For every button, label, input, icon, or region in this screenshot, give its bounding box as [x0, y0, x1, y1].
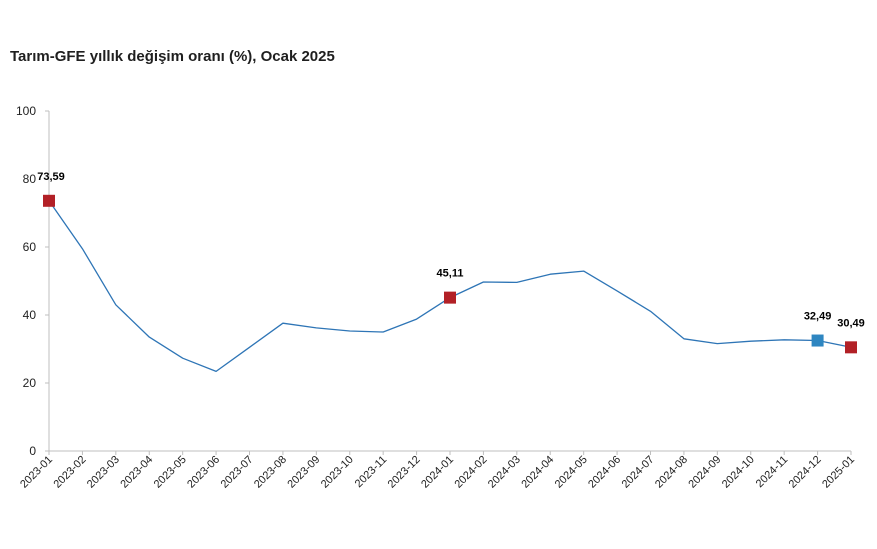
x-tick-label: 2023-09 [285, 454, 322, 491]
data-label: 45,11 [437, 268, 464, 280]
series-line [48, 200, 852, 373]
highlight-marker [845, 341, 857, 354]
x-tick-label: 2024-03 [486, 454, 523, 491]
data-point [515, 280, 519, 284]
data-point [682, 337, 686, 341]
x-tick-label: 2024-08 [653, 454, 690, 491]
x-tick-label: 2024-06 [586, 454, 623, 491]
data-point [415, 317, 419, 321]
x-tick-label: 2023-06 [185, 454, 222, 491]
x-tick-label: 2024-12 [787, 454, 824, 491]
data-point [782, 338, 786, 342]
x-tick-label: 2024-02 [453, 454, 490, 491]
data-label-layer: 73,59 45,11 32,49 30,49 [37, 171, 865, 330]
data-point [248, 345, 252, 349]
data-point [314, 326, 318, 330]
axes [48, 111, 851, 452]
y-tick-label: 20 [23, 376, 37, 390]
x-tick-label: 2024-01 [419, 454, 456, 491]
marker-layer [43, 194, 857, 354]
x-tick-label: 2023-10 [319, 454, 356, 491]
highlight-marker [444, 291, 456, 304]
data-point [548, 272, 552, 276]
chart-title: Tarım-GFE yıllık değişim oranı (%), Ocak… [10, 48, 335, 65]
highlight-marker [43, 194, 55, 207]
data-point [147, 335, 151, 339]
x-tick-label: 2023-03 [85, 454, 122, 491]
data-point [615, 289, 619, 293]
data-point [80, 247, 84, 251]
y-axis-ticks: 0 20 40 60 80 100 [16, 104, 49, 458]
y-tick-label: 60 [23, 240, 37, 254]
series-layer [48, 200, 852, 373]
data-label: 73,59 [37, 171, 65, 183]
x-tick-label: 2023-01 [18, 454, 55, 491]
data-point [214, 369, 218, 373]
x-tick-label: 2023-07 [219, 454, 256, 491]
data-point [649, 309, 653, 313]
data-point [381, 330, 385, 334]
y-tick-label: 80 [23, 172, 37, 186]
x-tick-label: 2024-11 [754, 454, 790, 490]
data-point [749, 339, 753, 343]
y-tick-label: 0 [29, 444, 36, 458]
x-tick-label: 2023-04 [118, 454, 155, 491]
x-tick-label: 2024-10 [720, 454, 757, 491]
x-tick-label: 2023-11 [353, 454, 389, 490]
data-point [348, 329, 352, 333]
x-tick-label: 2025-01 [820, 454, 857, 491]
data-point [715, 342, 719, 346]
x-tick-label: 2024-05 [553, 454, 590, 491]
x-tick-label: 2023-02 [52, 454, 89, 491]
x-axis-ticks: 2023-012023-022023-032023-042023-052023-… [18, 451, 857, 491]
x-tick-label: 2024-09 [686, 454, 723, 491]
data-label: 32,49 [804, 311, 832, 323]
data-point [481, 280, 485, 284]
x-tick-label: 2023-12 [386, 454, 423, 491]
y-tick-label: 40 [23, 308, 37, 322]
data-point [582, 269, 586, 273]
data-label: 30,49 [837, 317, 865, 329]
data-point [114, 303, 118, 307]
y-tick-label: 100 [16, 104, 36, 118]
data-point [281, 321, 285, 325]
x-tick-label: 2024-04 [519, 454, 556, 491]
x-tick-label: 2023-08 [252, 454, 289, 491]
x-tick-label: 2023-05 [152, 454, 189, 491]
data-point [181, 356, 185, 360]
x-tick-label: 2024-07 [620, 454, 657, 491]
highlight-marker [811, 334, 824, 347]
